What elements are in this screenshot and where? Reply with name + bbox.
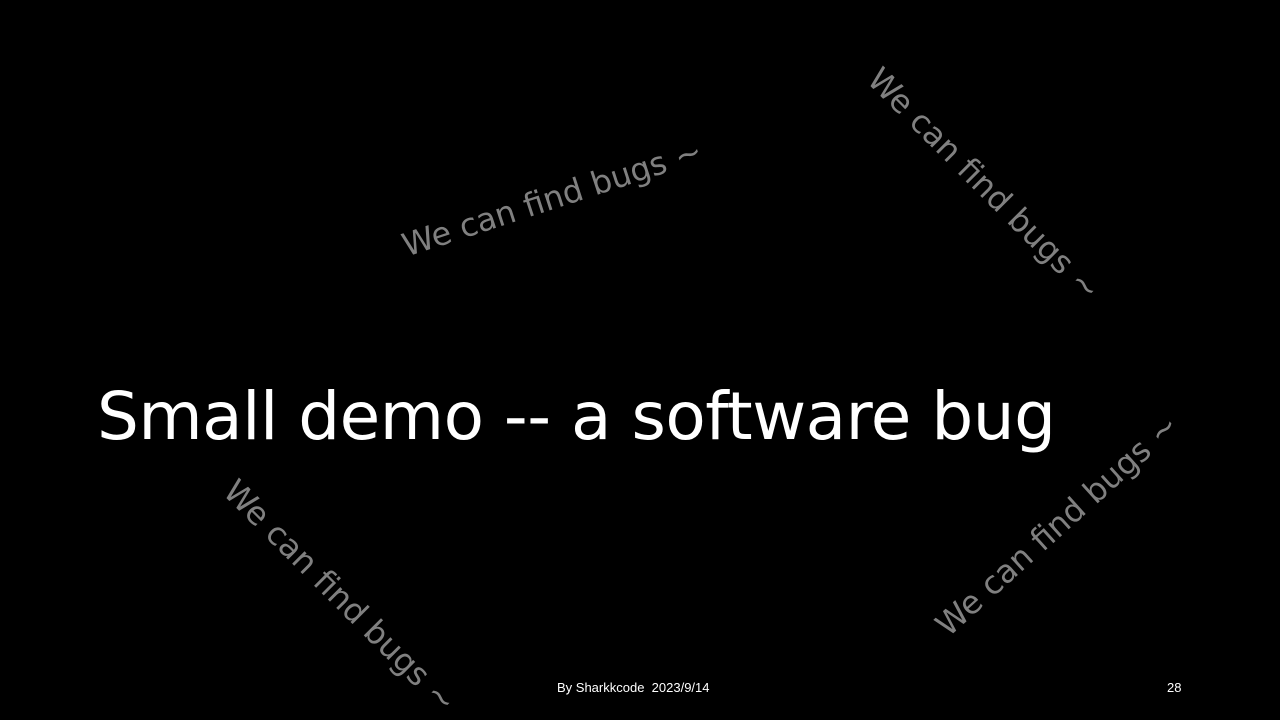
slide-title: Small demo -- a software bug <box>97 378 1056 455</box>
watermark-text: We can find bugs ~ <box>215 471 465 720</box>
slide-page-number: 28 <box>1167 680 1182 695</box>
slide-footer: By Sharkkcode 2023/9/14 <box>557 680 710 695</box>
watermark-text: We can find bugs ~ <box>397 131 707 265</box>
watermark-text: We can find bugs ~ <box>859 59 1109 309</box>
